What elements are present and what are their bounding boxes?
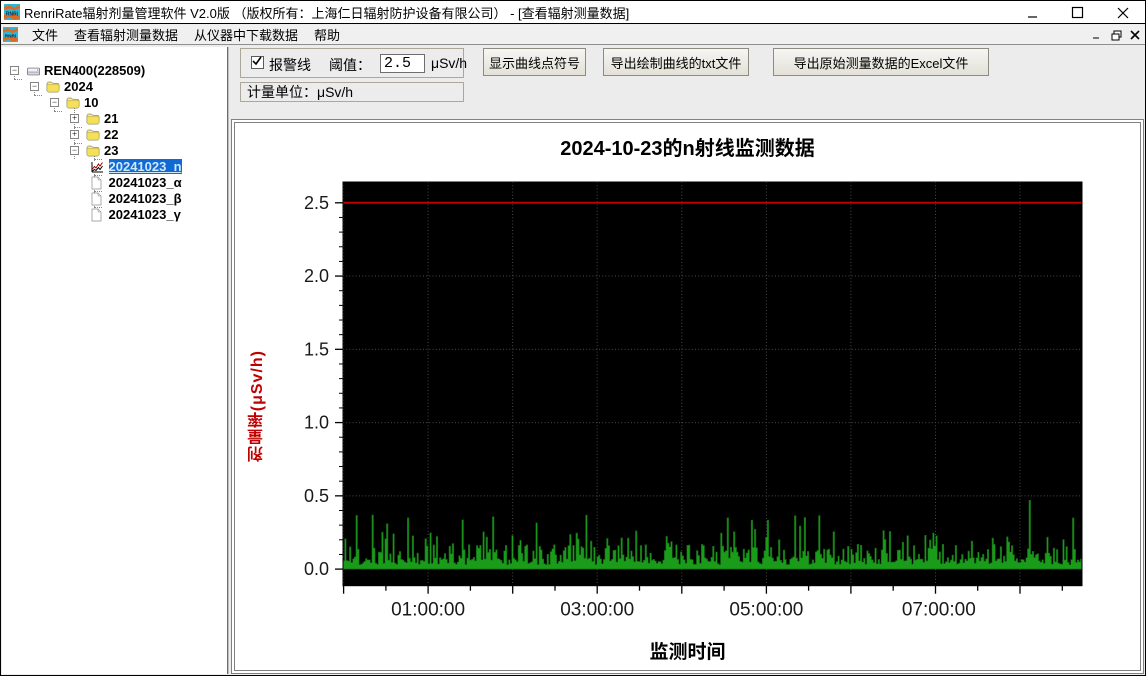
svg-text:1.5: 1.5: [304, 339, 329, 359]
svg-text:05:00:00: 05:00:00: [729, 600, 803, 621]
svg-text:0.0: 0.0: [304, 559, 329, 579]
svg-text:2.0: 2.0: [304, 266, 329, 286]
svg-text:1.0: 1.0: [304, 413, 329, 433]
svg-text:07:00:00: 07:00:00: [902, 600, 976, 621]
svg-text:0.5: 0.5: [304, 486, 329, 506]
svg-text:RNRi: RNRi: [6, 11, 19, 17]
svg-text:RNRi: RNRi: [5, 34, 16, 39]
svg-text:01:00:00: 01:00:00: [391, 600, 465, 621]
svg-text:03:00:00: 03:00:00: [560, 600, 634, 621]
svg-text:2.5: 2.5: [304, 193, 329, 213]
